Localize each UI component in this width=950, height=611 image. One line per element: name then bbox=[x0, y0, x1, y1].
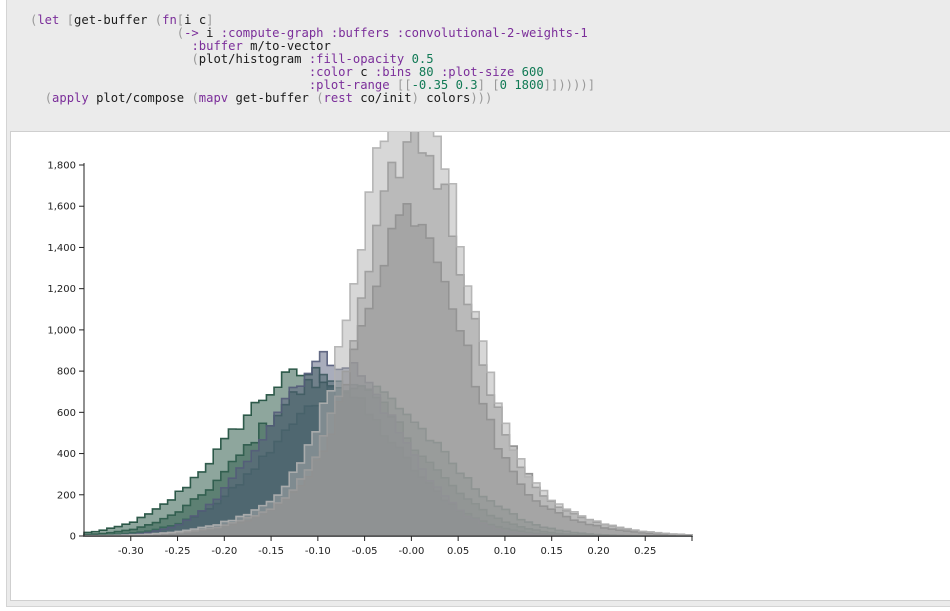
x-tick-label: 0.15 bbox=[541, 546, 563, 557]
code-token: apply bbox=[52, 91, 97, 105]
code-token: :plot-size bbox=[440, 65, 522, 79]
code-token: -> bbox=[184, 26, 207, 40]
code-token: )) bbox=[470, 91, 486, 105]
code-token: ( bbox=[191, 52, 199, 66]
code-token: m/to-vector bbox=[250, 39, 331, 53]
code-token: 0 1800 bbox=[499, 78, 544, 92]
code-token: :buffer bbox=[191, 39, 251, 53]
y-tick-label: 0 bbox=[70, 532, 76, 543]
y-tick-label: 1,400 bbox=[47, 243, 76, 254]
code-token: ]]))))] bbox=[543, 78, 596, 92]
code-token bbox=[30, 65, 309, 79]
x-tick-label: -0.15 bbox=[258, 546, 284, 557]
code-token: fn bbox=[162, 13, 177, 27]
code-token: get-buffer bbox=[235, 91, 317, 105]
code-token: ( bbox=[316, 91, 324, 105]
x-tick-label: -0.30 bbox=[118, 546, 144, 557]
code-token: [[ bbox=[396, 78, 412, 92]
code-token: get-buffer bbox=[74, 13, 155, 27]
code-token: 600 bbox=[521, 65, 544, 79]
code-token: mapv bbox=[198, 91, 236, 105]
code-token: co/init bbox=[360, 91, 412, 105]
code-editor[interactable]: (let [get-buffer (fn[i c] (-> i :compute… bbox=[30, 14, 595, 105]
code-token bbox=[30, 91, 45, 105]
code-token: [ bbox=[66, 13, 75, 27]
output-cell: 0 200 400 600 800 1,000 1,200 1,400 1,600 1,800 -0… bbox=[10, 131, 950, 601]
code-token bbox=[30, 52, 191, 66]
code-token: i c bbox=[184, 13, 207, 27]
x-tick-label: -0.10 bbox=[305, 546, 331, 557]
y-tick-label: 200 bbox=[57, 490, 76, 501]
code-token: plot/compose bbox=[96, 91, 192, 105]
x-tick-label: 0.20 bbox=[587, 546, 609, 557]
code-token: c bbox=[360, 65, 375, 79]
code-token: :fill-opacity bbox=[308, 52, 412, 66]
x-tick-label: -0.05 bbox=[352, 546, 378, 557]
histogram-chart: 0 200 400 600 800 1,000 1,200 1,400 1,600 1,800 -0… bbox=[47, 132, 693, 557]
code-token: ] [ bbox=[477, 78, 500, 92]
y-tick-label: 600 bbox=[57, 408, 76, 419]
code-token: i bbox=[206, 26, 221, 40]
x-tick-label: 0.25 bbox=[634, 546, 656, 557]
code-token: ) bbox=[485, 91, 493, 105]
y-tick-label: 800 bbox=[57, 367, 76, 378]
code-token: plot/histogram bbox=[198, 52, 309, 66]
y-tick-label: 1,000 bbox=[47, 325, 76, 336]
code-token bbox=[30, 39, 191, 53]
code-token: ] bbox=[206, 13, 214, 27]
code-token: colors bbox=[426, 91, 471, 105]
code-token: :plot-range bbox=[308, 78, 397, 92]
code-line: :buffer m/to-vector bbox=[30, 40, 595, 53]
code-token bbox=[30, 26, 177, 40]
code-line: (let [get-buffer (fn[i c] bbox=[30, 14, 595, 27]
code-line: (plot/histogram :fill-opacity 0.5 bbox=[30, 53, 595, 66]
code-line: (-> i :compute-graph :buffers :convoluti… bbox=[30, 27, 595, 40]
x-tick-label: -0.00 bbox=[398, 546, 424, 557]
code-token: let bbox=[37, 13, 67, 27]
code-line: :plot-range [[-0.35 0.3] [0 1800]]))))] bbox=[30, 79, 595, 92]
y-tick-label: 400 bbox=[57, 449, 76, 460]
code-token bbox=[30, 78, 309, 92]
y-tick-label: 1,600 bbox=[47, 202, 76, 213]
x-tick-label: 0.10 bbox=[494, 546, 516, 557]
code-token: 0.5 bbox=[411, 52, 434, 66]
code-line: (apply plot/compose (mapv get-buffer (re… bbox=[30, 92, 595, 105]
code-token: 80 bbox=[418, 65, 441, 79]
y-tick-label: 1,200 bbox=[47, 284, 76, 295]
code-token: ( bbox=[30, 13, 38, 27]
code-token: ( bbox=[176, 26, 185, 40]
code-token: ( bbox=[44, 91, 53, 105]
code-line: :color c :bins 80 :plot-size 600 bbox=[30, 66, 595, 79]
code-token: :bins bbox=[374, 65, 419, 79]
code-token: ( bbox=[191, 91, 199, 105]
x-tick-label: -0.25 bbox=[165, 546, 191, 557]
code-token: ( bbox=[154, 13, 163, 27]
code-token: rest bbox=[323, 91, 361, 105]
code-token: -0.35 0.3 bbox=[411, 78, 478, 92]
code-token: :color bbox=[308, 65, 361, 79]
x-tick-label: 0.05 bbox=[447, 546, 469, 557]
histogram-series bbox=[83, 132, 693, 537]
y-tick-label: 1,800 bbox=[47, 161, 76, 172]
x-tick-label: -0.20 bbox=[211, 546, 237, 557]
code-token: ) bbox=[411, 91, 427, 105]
code-token: [ bbox=[176, 13, 185, 27]
code-token: :compute-graph :buffers :convolutional-2… bbox=[220, 26, 588, 40]
